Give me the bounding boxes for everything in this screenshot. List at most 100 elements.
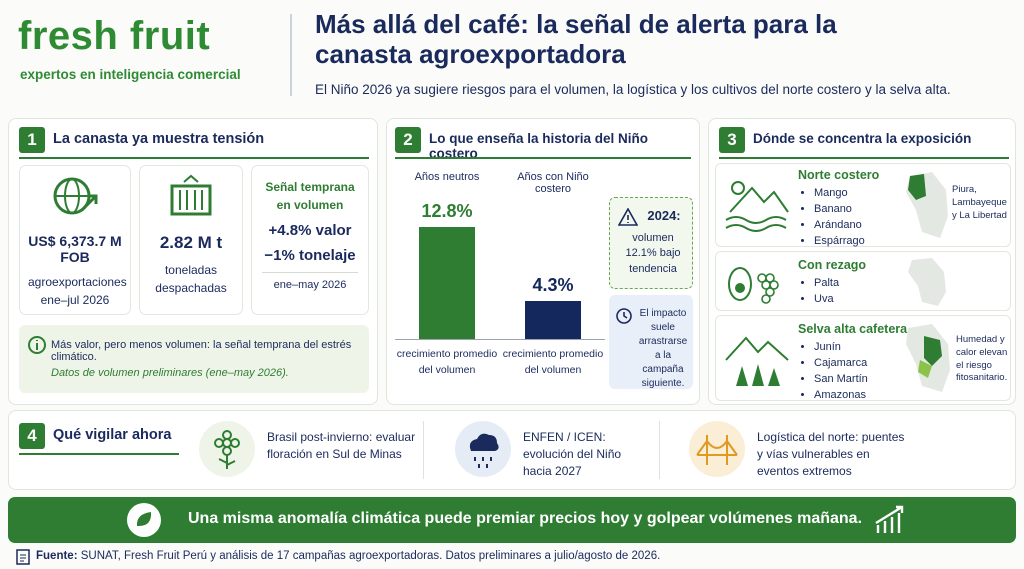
coast-icon [725,181,789,232]
badge: 2 [395,127,421,153]
underline [19,453,179,455]
banner-text: Una misma anomalía climática puede premi… [188,510,863,527]
footer-text: SUNAT, Fresh Fruit Perú y análisis de 17… [80,550,661,562]
signal-period: ene–may 2026 [262,272,358,291]
leaf-icon [127,503,161,537]
container-icon [170,174,212,216]
history-icon [616,308,632,324]
section-title: Qué vigilar ahora [53,427,172,443]
crop: Mango [814,186,865,202]
avocado-grape-icon [728,267,779,304]
signal-title: Señal temprana en volumen [265,180,355,212]
bar-label: Años con Niño costero [517,171,589,195]
title: Más allá del café: la señal de alerta pa… [315,9,837,69]
watch-item: Brasil post-invierno: evaluar floración … [267,430,416,461]
divider [659,421,660,479]
banner: Una misma anomalía climática puede premi… [8,497,1016,543]
section-title: Dónde se concentra la exposición [753,131,972,146]
note-box: Más valor, pero menos volumen: la señal … [19,325,369,393]
crop: Arándano [814,218,865,234]
forest-icon [725,336,789,386]
note-detail: Datos de volumen preliminares (ene–may 2… [51,367,289,379]
underline [395,157,691,159]
callout-title: 2024: [647,208,681,223]
callout-2: El impacto suele arrastrarse a la campañ… [609,295,693,389]
bar-caption: crecimiento promedio del volumen [502,348,604,376]
stat-value: US$ 6,373.7 M FOB [28,233,122,265]
crop-list: Palta Uva [798,276,839,308]
crop: Banano [814,202,865,218]
region-row: Con rezago Palta Uva [715,251,1011,311]
rain-icon [469,433,499,468]
region-name: Con rezago [798,258,867,272]
crop: Uva [814,292,839,308]
watch-item: ENFEN / ICEN: evolución del Niño hacia 2… [523,430,622,478]
stat-card: 2.82 M t toneladas despachadas [139,165,243,315]
globe-icon [53,177,98,215]
section-title: La canasta ya muestra tensión [53,131,265,147]
info-icon [28,336,46,354]
crop: Espárrago [814,234,865,250]
icon-circle [689,421,745,477]
crop: Palta [814,276,839,292]
crop: San Martín [814,372,868,388]
value-label: 12.8% [421,201,473,221]
stat-label: toneladas despachadas [155,263,227,295]
crop: Cajamarca [814,356,868,372]
crop: Amazonas [814,388,868,404]
stat-label: agroexportaciones ene–jul 2026 [28,275,127,307]
tagline: expertos en inteligencia comercial [20,67,241,82]
peru-map [908,258,946,306]
region-name: Selva alta cafetera [798,322,908,336]
signal-card: Señal temprana en volumen +4.8% valor −1… [251,165,369,315]
callout: 2024: volumen 12.1% bajo tendencia [609,197,693,289]
chart-icon [875,505,904,533]
crop-list: Junín Cajamarca San Martín Amazonas [798,340,868,404]
footer-label: Fuente: [36,550,78,562]
map-label: Humedad y calor elevan el riesgo fitosan… [956,334,1008,384]
bridge-icon [696,435,738,465]
note: Más valor, pero menos volumen: la señal … [51,339,352,363]
doc-icon [16,549,30,565]
crop-list: Mango Banano Arándano Espárrago [798,186,865,250]
icon-circle [199,421,255,477]
subtitle: El Niño 2026 ya sugiere riesgos para el … [315,82,951,97]
section-3: 3 Dónde se concentra la exposición Norte… [708,118,1016,405]
badge: 3 [719,127,745,153]
section-2: 2 Lo que enseña la historia del Niño cos… [386,118,700,405]
callout-2-text: El impacto suele arrastrarse a la campañ… [638,308,688,389]
region-name: Norte costero [798,168,880,182]
peru-map [906,172,948,238]
bar-caption: crecimiento promedio del volumen [396,348,498,376]
brand: fresh fruit [18,14,211,58]
watch-item: Logística del norte: puentes y vías vuln… [757,430,905,478]
badge: 1 [19,127,45,153]
signal-line: −1% tonelaje [264,247,356,264]
stat-card: US$ 6,373.7 M FOB agroexportaciones ene–… [19,165,131,315]
flower-icon [214,430,240,469]
underline [719,157,1009,159]
footer: Fuente: SUNAT, Fresh Fruit Perú y anális… [36,550,660,562]
signal-line: +4.8% valor [268,222,352,239]
region-row: Selva alta cafetera Junín Cajamarca San … [715,315,1011,401]
value-label: 4.3% [532,275,574,296]
map-label: Piura, Lambayeque y La Libertad [952,184,1007,221]
warning-icon [618,208,638,226]
bar [525,301,581,339]
divider [290,14,292,96]
stat-value: 2.82 M t [159,233,223,252]
peru-map [906,324,950,392]
region-row: Norte costero Mango Banano Arándano Espá… [715,163,1011,247]
callout-text: volumen 12.1% bajo tendencia [625,232,681,275]
divider [423,421,424,479]
section-1: 1 La canasta ya muestra tensión US$ 6,37… [8,118,378,405]
icon-circle [455,421,511,477]
bar [419,227,475,339]
badge: 4 [19,423,45,449]
baseline [395,339,605,340]
crop: Junín [814,340,868,356]
section-4: 4 Qué vigilar ahora Brasil post-invierno… [8,410,1016,490]
